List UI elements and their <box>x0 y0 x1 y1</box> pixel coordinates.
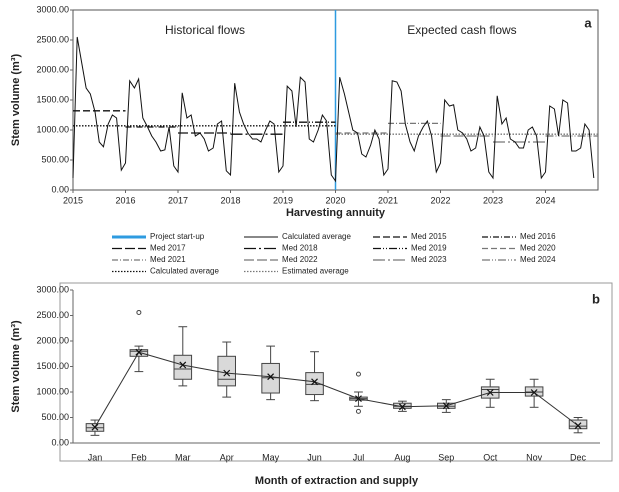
x-tick-label: Jan <box>88 452 103 462</box>
mean-marker <box>179 361 187 369</box>
y-tick-label: 0.00 <box>51 184 69 194</box>
x-tick-label: Dec <box>570 452 587 462</box>
box <box>305 372 324 396</box>
box <box>173 354 193 380</box>
x-tick-label: Jul <box>353 452 365 462</box>
legend-label: Med 2017 <box>150 244 186 253</box>
x-tick-label: 2017 <box>168 195 188 205</box>
y-tick-label: 500.00 <box>41 154 69 164</box>
box <box>217 355 236 387</box>
x-axis-title: Month of extraction and supply <box>255 475 419 487</box>
x-tick-label: Mar <box>175 452 191 462</box>
x-tick-label: Nov <box>526 452 543 462</box>
y-tick-label: 2500.00 <box>36 310 69 320</box>
x-tick-label: 2018 <box>220 195 240 205</box>
x-tick-label: Apr <box>220 452 234 462</box>
legend-label: Med 2023 <box>411 255 447 264</box>
data-line <box>72 36 595 183</box>
legend-label: Med 2019 <box>411 244 447 253</box>
x-axis-title: Harvesting annuity <box>286 207 386 219</box>
y-tick-label: 1000.00 <box>36 386 69 396</box>
mean-marker <box>267 373 275 381</box>
x-tick-label: 2022 <box>430 195 450 205</box>
y-tick-label: 1500.00 <box>36 361 69 371</box>
x-tick-label: Jun <box>307 452 322 462</box>
legend-label: Estimated average <box>282 267 349 276</box>
y-tick-label: 2000.00 <box>36 64 69 74</box>
box <box>261 362 280 394</box>
outlier <box>355 408 361 414</box>
x-tick-label: 2015 <box>63 195 83 205</box>
legend-label: Med 2021 <box>150 255 186 264</box>
legend-label: Calculated average <box>150 267 219 276</box>
mean-marker <box>135 348 143 356</box>
panel-b-frame <box>59 282 613 462</box>
outlier <box>355 371 361 377</box>
mean-marker <box>223 369 231 377</box>
x-tick-label: 2024 <box>535 195 555 205</box>
x-tick-label: Aug <box>394 452 410 462</box>
legend-label: Med 2022 <box>282 255 318 264</box>
mean-marker <box>91 423 99 431</box>
y-tick-label: 0.00 <box>51 437 69 447</box>
y-tick-label: 1500.00 <box>36 94 69 104</box>
x-tick-label: May <box>262 452 280 462</box>
panel-label: b <box>592 291 600 306</box>
x-tick-label: Sep <box>438 452 454 462</box>
mean-marker <box>398 403 406 411</box>
mean-marker <box>574 422 582 430</box>
annotation: Expected cash flows <box>407 23 516 37</box>
y-axis-title: Stem volume (m³) <box>10 320 22 413</box>
box <box>393 402 412 409</box>
y-tick-label: 2500.00 <box>36 34 69 44</box>
outlier <box>136 309 142 315</box>
x-tick-label: 2019 <box>273 195 293 205</box>
x-tick-label: 2021 <box>378 195 398 205</box>
x-tick-label: Oct <box>483 452 498 462</box>
y-tick-label: 2000.00 <box>36 335 69 345</box>
mean-marker <box>355 395 362 403</box>
x-tick-label: 2016 <box>115 195 135 205</box>
legend-label: Calculated average <box>282 232 351 241</box>
y-tick-label: 3000.00 <box>36 4 69 14</box>
mean-marker <box>486 389 494 396</box>
mean-marker <box>442 402 450 410</box>
panel-label: a <box>584 15 592 30</box>
y-tick-label: 1000.00 <box>36 124 69 134</box>
mean-line <box>94 351 579 428</box>
legend-label: Med 2020 <box>520 244 556 253</box>
mean-marker <box>530 389 538 396</box>
legend-label: Med 2016 <box>520 232 556 241</box>
box <box>524 386 544 397</box>
legend-label: Med 2015 <box>411 232 447 241</box>
legend-label: Med 2024 <box>520 255 556 264</box>
y-tick-label: 500.00 <box>41 412 69 422</box>
y-axis-title: Stem volume (m³) <box>10 54 22 147</box>
x-tick-label: 2020 <box>325 195 345 205</box>
legend-label: Project start-up <box>150 232 205 241</box>
y-tick-label: 3000.00 <box>36 284 69 294</box>
mean-marker <box>311 378 318 386</box>
x-tick-label: 2023 <box>483 195 503 205</box>
x-tick-label: Feb <box>131 452 147 462</box>
annotation: Historical flows <box>165 23 245 37</box>
legend-label: Med 2018 <box>282 244 318 253</box>
box <box>568 419 588 430</box>
